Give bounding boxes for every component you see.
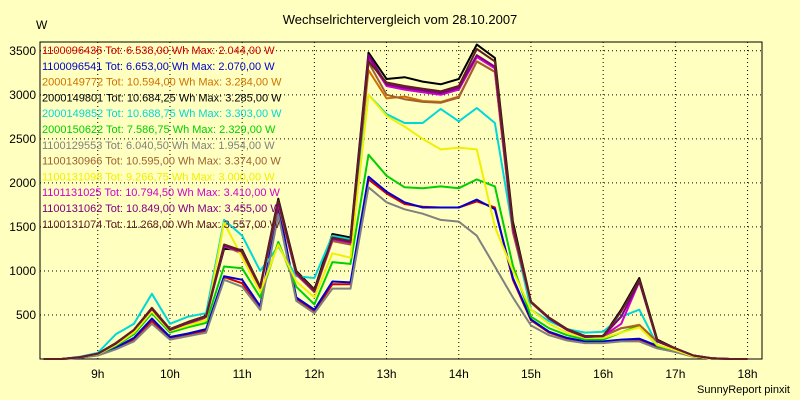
y-tick-label: 2500 [9,132,36,146]
y-tick-label: 1500 [9,220,36,234]
legend-entry-11: 1100131062 Tot: 10.849,00 Wh Max: 3.455,… [42,203,281,215]
series-line-9 [43,93,748,360]
series-line-2 [43,175,748,360]
legend-entry-7: 1100129553 Tot: 6.040,50 Wh Max: 1.954,0… [42,140,275,152]
legend-entry-4: 2000149801 Tot: 10.684,25 Wh Max: 3.285,… [42,92,282,104]
legend: 1100096436 Tot: 6.538,00 Wh Max: 2.044,0… [42,45,282,231]
y-tick-label: 1000 [9,264,36,278]
x-tick-label: 12h [304,367,324,381]
y-tick-label: 3500 [9,44,36,58]
x-tick-label: 15h [521,367,541,381]
series-line-12 [43,48,748,360]
legend-entry-9: 1100131098 Tot: 9.266,75 Wh Max: 3.000,0… [42,171,275,183]
y-tick-label: 3000 [9,88,36,102]
legend-entry-10: 1101131025 Tot: 10.794,50 Wh Max: 3.410,… [42,187,281,199]
x-tick-label: 18h [738,367,758,381]
series-lines [43,43,748,360]
y-axis-ticks: 500 1000 1500 2000 2500 3000 3500 [9,44,36,322]
series-line-5 [43,93,748,360]
legend-entry-12: 1100131074 Tot: 11.268,00 Wh Max: 3.557,… [42,219,281,231]
y-tick-label: 2000 [9,176,36,190]
legend-entry-8: 1100130966 Tot: 10.595,00 Wh Max: 3.374,… [42,156,281,168]
legend-entry-1: 1100096436 Tot: 6.538,00 Wh Max: 2.044,0… [42,45,275,57]
legend-entry-5: 2000149852 Tot: 10.688,75 Wh Max: 3.303,… [42,108,282,120]
footer-credit: SunnyReport pinxit [697,384,790,396]
y-axis-unit-label: W [36,18,48,32]
legend-entry-3: 2000149772 Tot: 10.594,00 Wh Max: 3.284,… [42,77,282,89]
x-axis-ticks: 9h 10h 11h 12h 13h 14h 15h 16h 17h 18h [91,367,757,381]
x-tick-label: 9h [91,367,104,381]
plot-frame [39,41,763,360]
legend-entry-2: 1100096541 Tot: 6.653,00 Wh Max: 2.070,0… [42,61,275,73]
series-line-7 [43,186,748,360]
legend-entry-6: 2000150622 Tot: 7.586,75 Wh Max: 2.329,0… [42,124,276,136]
x-tick-label: 10h [160,367,180,381]
x-tick-label: 17h [665,367,685,381]
y-tick-label: 500 [16,308,36,322]
chart-title: Wechselrichtervergleich vom 28.10.2007 [283,12,518,27]
x-tick-label: 16h [593,367,613,381]
x-tick-label: 13h [377,367,397,381]
x-tick-label: 14h [449,367,469,381]
x-tick-label: 11h [233,367,252,381]
grid [40,42,762,359]
